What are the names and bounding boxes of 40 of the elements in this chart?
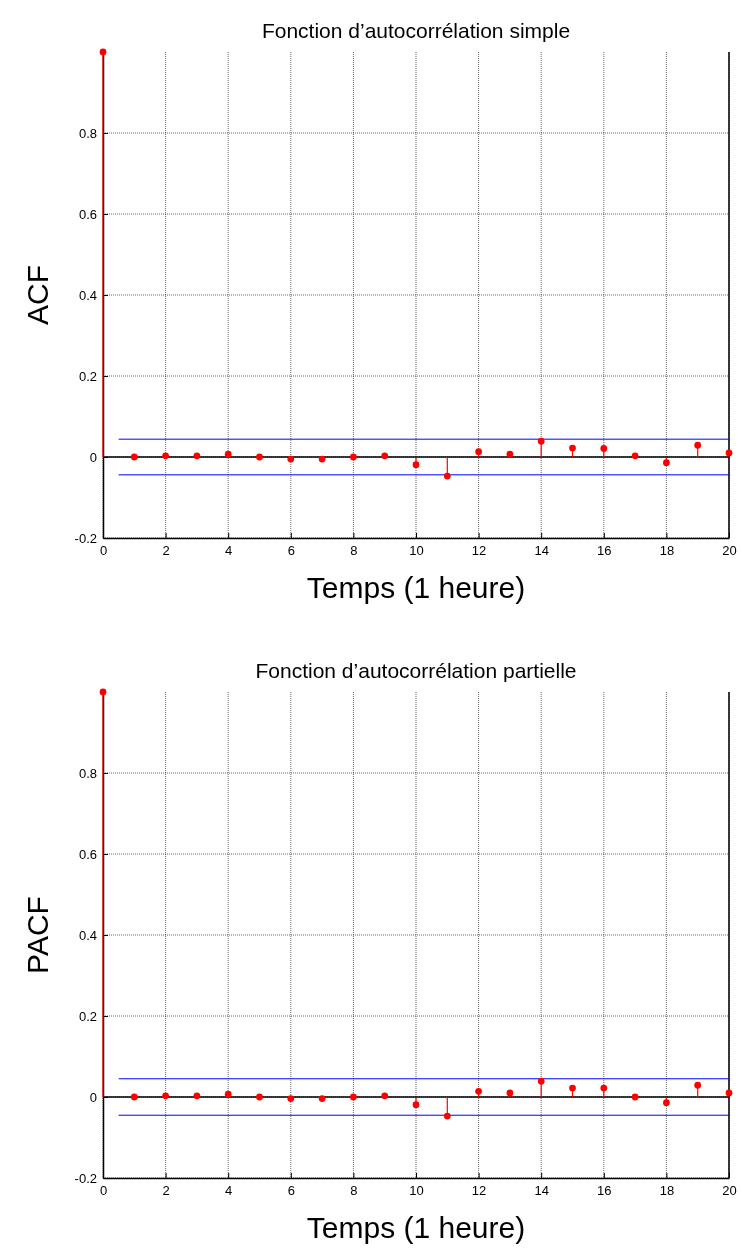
y-axis-title: PACF [21,896,54,974]
chart-title: Fonction d’autocorrélation partielle [255,659,577,682]
x-axis-title: Temps (1 heure) [306,1211,526,1244]
y-tick-label: 0 [89,1089,97,1105]
x-tick-label: 12 [471,543,487,559]
y-tick-label: -0.2 [74,530,97,546]
x-axis-title: Temps (1 heure) [306,571,526,604]
x-tick-label: 8 [350,543,358,559]
y-tick-label: 0.6 [78,846,97,862]
y-tick-label: 0.6 [78,206,97,222]
x-tick-label: 18 [659,1183,675,1199]
x-tick-label: 10 [409,1183,424,1199]
y-tick-label: 0.8 [78,125,97,141]
y-tick-label: 0.2 [78,1008,97,1024]
y-tick-label: 0.4 [78,927,97,943]
x-tick-label: 2 [162,1183,170,1199]
x-tick-label: 6 [287,543,295,559]
x-tick-label: 18 [659,543,675,559]
x-tick-label: 0 [99,1183,108,1199]
x-tick-label: 4 [225,1183,233,1199]
x-tick-label: 16 [597,543,612,559]
y-tick-label: 0 [89,449,97,465]
y-tick-label: -0.2 [74,1170,97,1186]
x-tick-label: 8 [350,1183,358,1199]
x-tick-label: 20 [722,543,737,559]
x-tick-label: 12 [471,1183,487,1199]
x-tick-label: 20 [722,1183,737,1199]
x-tick-label: 14 [534,1183,549,1199]
x-tick-label: 0 [99,543,108,559]
y-axis-title: ACF [21,265,54,325]
x-tick-label: 14 [534,543,549,559]
x-tick-label: 4 [225,543,233,559]
x-tick-label: 10 [409,543,424,559]
x-tick-label: 16 [597,1183,612,1199]
y-tick-label: 0.4 [78,287,97,303]
y-tick-label: 0.2 [78,368,97,384]
x-tick-label: 6 [287,1183,295,1199]
chart-title: Fonction d’autocorrélation simple [261,19,571,42]
x-tick-label: 2 [162,543,170,559]
y-tick-label: 0.8 [78,765,97,781]
